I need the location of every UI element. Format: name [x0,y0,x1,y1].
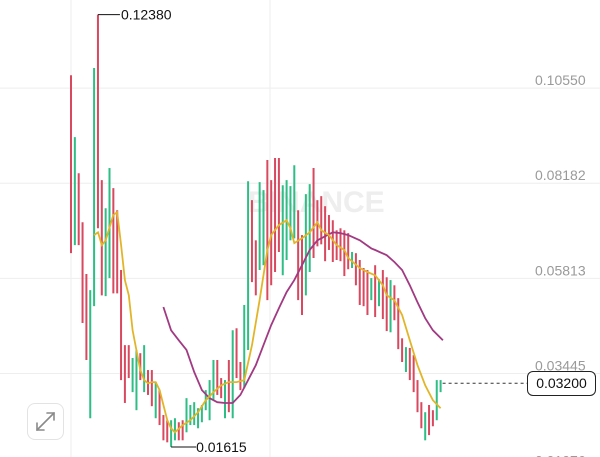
y-tick-label: 0.05813 [535,262,586,278]
extreme-markers: 0.12380 0.01615 [97,7,527,455]
y-tick-label: 0.01076 [535,453,586,457]
ma-long-line [162,231,444,404]
high-marker-label: 0.12380 [121,7,172,23]
moving-averages [93,210,444,434]
y-tick-label: 0.10550 [535,72,586,88]
y-tick-label: 0.03445 [535,357,586,373]
ma-short-line [93,210,442,434]
y-tick-label: 0.08182 [535,167,586,183]
expand-chart-button[interactable] [27,403,64,440]
watermark: BINANCE [248,186,385,219]
candles [70,14,442,447]
y-axis: 0.10550 0.08182 0.05813 0.03445 0.01076 [535,72,586,457]
expand-arrows-icon [36,412,55,431]
low-marker-label: 0.01615 [196,439,247,455]
current-price-label: 0.03200 [527,370,596,396]
